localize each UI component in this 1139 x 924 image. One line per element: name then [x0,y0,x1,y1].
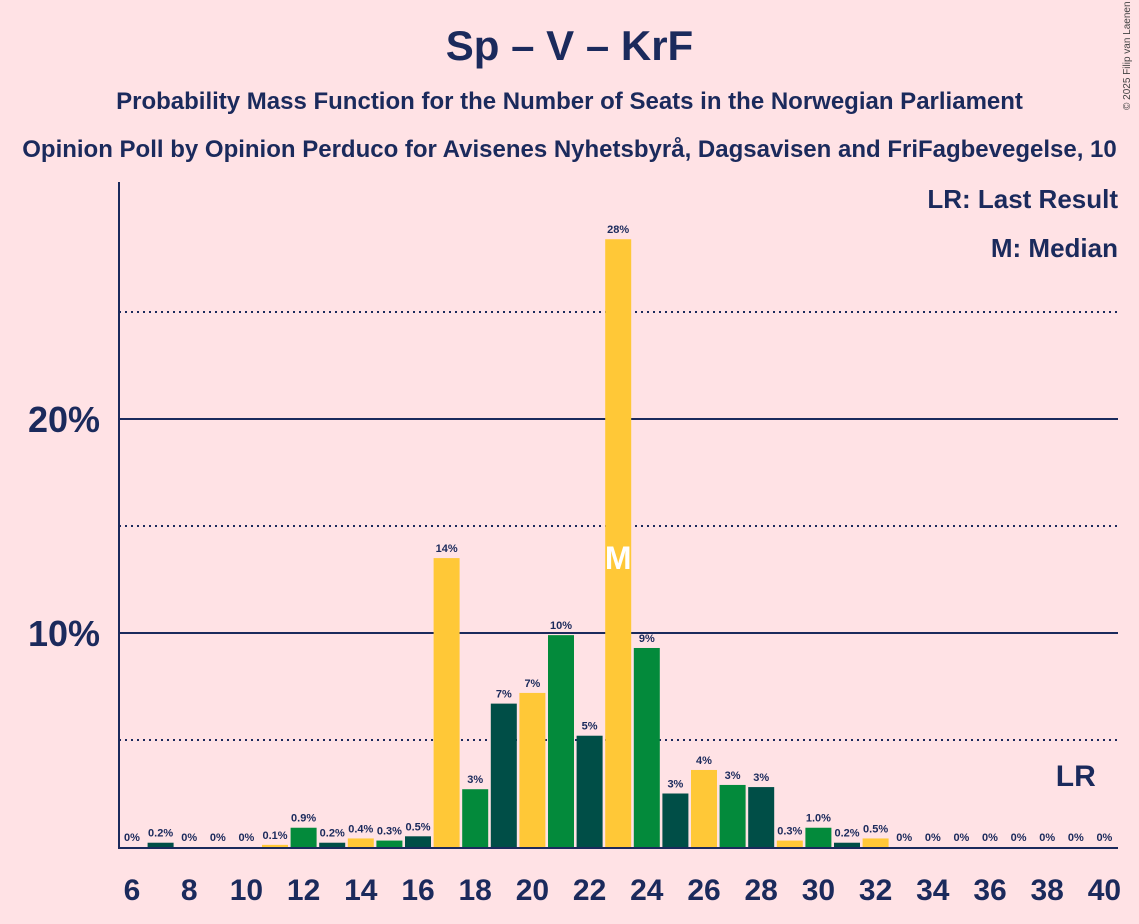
x-tick-label: 24 [630,874,664,907]
bar-value-label: 0% [896,832,912,844]
bar-value-label: 0% [181,832,197,844]
x-tick-label: 32 [859,874,892,907]
x-tick-label: 22 [573,874,606,907]
bar-value-label: 9% [639,633,655,645]
bar-value-label: 0% [953,832,969,844]
bar-value-label: 0% [1011,832,1027,844]
bar-seat-19 [490,703,517,847]
bar-seat-12 [290,827,317,847]
bar-seat-29 [776,840,803,847]
bar-seat-21 [548,635,574,847]
chart-source-line: Opinion Poll by Opinion Perduco for Avis… [22,136,1117,163]
x-tick-label: 30 [802,874,835,907]
bar-value-label: 0.1% [262,830,287,842]
x-tick-label: 38 [1031,874,1064,907]
bar-value-label: 0.5% [863,823,888,835]
x-tick-label: 20 [516,874,549,907]
bar-seat-20 [519,692,546,847]
x-tick-label: 36 [973,874,1006,907]
bar-value-label: 0% [1096,832,1112,844]
bar-seat-17 [433,558,460,847]
bar-value-label: 0.9% [291,813,316,825]
bar-value-label: 0% [238,832,254,844]
bar-value-label: 0% [210,832,226,844]
bar-value-label: 5% [582,721,598,733]
bar-seat-16 [405,836,431,847]
bar-value-label: 0.4% [348,823,373,835]
chart-title: Sp – V – KrF [445,22,694,69]
bar-seat-23 [605,239,632,848]
bar-value-label: 4% [696,755,712,767]
x-tick-label: 6 [124,874,141,907]
bar-value-label: 3% [667,779,683,791]
bar-seat-31 [834,842,860,847]
bar-value-label: 28% [607,224,629,236]
bar-value-label: 0% [1039,832,1055,844]
bar-seat-18 [462,789,489,847]
x-tick-label: 26 [687,874,720,907]
x-tick-label: 8 [181,874,198,907]
y-tick-label: 10% [28,613,100,654]
bar-value-label: 0.2% [834,828,859,840]
bar-value-label: 0% [124,832,140,844]
bar-seat-30 [805,827,832,847]
bar-value-label: 0.2% [148,828,173,840]
bar-value-label: 14% [436,543,458,555]
bar-value-label: 0% [1068,832,1084,844]
legend-median: M: Median [990,233,1118,263]
x-tick-label: 28 [745,874,778,907]
bar-seat-26 [691,769,717,847]
bar-value-label: 0.2% [320,828,345,840]
median-marker: M [605,540,632,576]
bar-value-label: 0.5% [405,821,430,833]
bar-seat-7 [147,842,174,847]
x-tick-label: 16 [401,874,434,907]
y-tick-label: 20% [28,399,100,440]
last-result-marker: LR [1056,760,1096,793]
bar-seat-25 [662,793,689,847]
bar-value-label: 3% [725,770,741,782]
bar-value-label: 7% [496,689,512,701]
bar-value-label: 0% [925,832,941,844]
bar-value-label: 10% [550,620,572,632]
x-tick-label: 18 [459,874,492,907]
x-tick-label: 34 [916,874,950,907]
x-tick-label: 12 [287,874,320,907]
chart-subtitle: Probability Mass Function for the Number… [116,88,1023,115]
legend-last-result: LR: Last Result [927,184,1118,214]
bar-value-label: 0.3% [777,826,802,838]
bar-seat-11 [262,844,288,847]
bar-seat-22 [576,735,603,847]
x-tick-label: 40 [1088,874,1121,907]
x-tick-label: 10 [230,874,263,907]
bar-value-label: 0.3% [377,826,402,838]
bar-seat-27 [719,784,746,847]
bar-seat-15 [376,840,403,847]
bar-value-label: 1.0% [806,813,831,825]
bar-seat-32 [862,838,889,847]
bar-seat-13 [319,842,346,847]
bar-value-label: 0% [982,832,998,844]
bar-seat-28 [748,787,775,847]
x-tick-label: 14 [344,874,378,907]
bar-value-label: 3% [753,772,769,784]
bar-value-label: 7% [524,678,540,690]
bar-seat-14 [347,838,374,847]
bar-value-label: 3% [467,774,483,786]
bar-seat-24 [633,647,660,847]
